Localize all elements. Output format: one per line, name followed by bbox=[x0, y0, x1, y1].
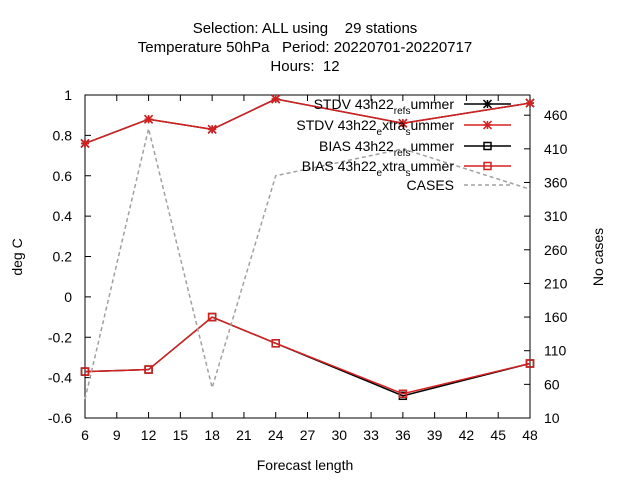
x-tick-label: 48 bbox=[522, 427, 538, 443]
legend-entry-label: CASES bbox=[407, 177, 454, 193]
x-tick-label: 21 bbox=[236, 427, 252, 443]
series-line bbox=[84, 316, 531, 395]
data-point bbox=[80, 138, 90, 148]
y-tick-label: -0.2 bbox=[48, 329, 72, 345]
legend-entry-label: STDV 43h22extrasummer bbox=[296, 117, 454, 138]
x-tick-label: 9 bbox=[113, 427, 121, 443]
data-point bbox=[80, 367, 90, 376]
title-line-3: Hours: 12 bbox=[270, 58, 339, 75]
series-line bbox=[84, 98, 531, 145]
series-line bbox=[84, 128, 531, 400]
y-tick-label: 0.4 bbox=[53, 208, 73, 224]
y-tick-label: -0.4 bbox=[48, 370, 72, 386]
x-axis: 6 9 12 15 18 21 24 27 30 33 36 39 42 45 48 bbox=[81, 95, 538, 443]
data-point bbox=[207, 124, 217, 134]
data-point bbox=[144, 114, 154, 124]
x-tick-label: 42 bbox=[459, 427, 475, 443]
legend-entry-label: BIAS 43h22refsummer bbox=[319, 138, 454, 159]
legend-entry-label: STDV 43h22refsummer bbox=[314, 96, 455, 117]
series-3 bbox=[80, 312, 535, 399]
series-4 bbox=[84, 128, 531, 400]
y-tick-label: 0.2 bbox=[53, 249, 73, 265]
x-tick-label: 36 bbox=[395, 427, 411, 443]
series-1 bbox=[80, 94, 535, 148]
x-tick-label: 33 bbox=[363, 427, 379, 443]
y2-tick-label: 360 bbox=[544, 174, 568, 190]
x-tick-label: 24 bbox=[268, 427, 284, 443]
y2-tick-label: 110 bbox=[544, 343, 567, 359]
x-tick-label: 6 bbox=[81, 427, 89, 443]
y-tick-label: 0.8 bbox=[53, 127, 73, 143]
x-tick-label: 15 bbox=[173, 427, 189, 443]
legend-marker bbox=[482, 120, 493, 130]
y-tick-label: 0.6 bbox=[53, 168, 73, 184]
data-point bbox=[271, 339, 280, 348]
y-tick-label: 1 bbox=[64, 87, 72, 103]
data-point bbox=[398, 118, 408, 128]
data-point bbox=[525, 359, 535, 368]
y-axis: -0.6 -0.4 -0.2 0 0.2 0.4 0.6 0.8 1 bbox=[48, 87, 91, 426]
data-point bbox=[271, 94, 281, 104]
y2-tick-label: 60 bbox=[544, 376, 560, 392]
x-axis-label: Forecast length bbox=[257, 457, 354, 473]
y2-tick-label: 410 bbox=[544, 141, 568, 157]
y2-tick-label: 460 bbox=[544, 107, 568, 123]
title-line-2: Temperature 50hPa Period: 20220701-20220… bbox=[138, 39, 472, 56]
y2-tick-label: 210 bbox=[544, 275, 568, 291]
data-point bbox=[144, 365, 153, 374]
y2-tick-label: 260 bbox=[544, 242, 568, 258]
x-tick-label: 27 bbox=[300, 427, 316, 443]
legend-entry-label: BIAS 43h22extrasummer bbox=[302, 158, 455, 179]
data-point bbox=[398, 389, 408, 399]
legend-marker bbox=[482, 99, 493, 109]
x-tick-label: 12 bbox=[141, 427, 157, 443]
data-point bbox=[207, 312, 217, 322]
y2-tick-label: 10 bbox=[544, 410, 560, 426]
x-tick-label: 30 bbox=[331, 427, 347, 443]
y2-axis: 10 60 110 160 210 260 310 360 410 460 bbox=[524, 107, 568, 426]
chart-title: Selection: ALL using 29 stations Tempera… bbox=[138, 20, 472, 75]
data-point bbox=[525, 98, 535, 108]
series-layer bbox=[80, 94, 535, 401]
x-tick-label: 39 bbox=[427, 427, 443, 443]
x-tick-label: 45 bbox=[490, 427, 506, 443]
y-tick-label: -0.6 bbox=[48, 410, 72, 426]
legend-marker bbox=[483, 161, 492, 171]
title-line-1: Selection: ALL using 29 stations bbox=[193, 20, 418, 37]
y-axis-label: deg C bbox=[9, 238, 25, 275]
legend-marker bbox=[483, 141, 492, 151]
y2-tick-label: 310 bbox=[544, 208, 568, 224]
x-tick-label: 18 bbox=[204, 427, 220, 443]
y-tick-label: 0 bbox=[64, 289, 72, 305]
y2-tick-label: 160 bbox=[544, 309, 568, 325]
y2-axis-label: No cases bbox=[590, 228, 606, 286]
